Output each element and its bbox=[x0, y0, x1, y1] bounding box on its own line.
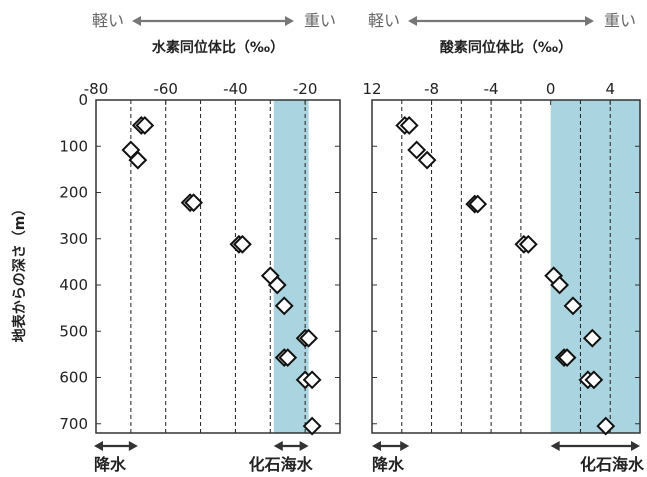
panel2-data-point bbox=[563, 296, 583, 316]
y-tick-label: 500 bbox=[59, 322, 88, 340]
panel1-data-point bbox=[302, 416, 322, 436]
panel2-header-left: 軽い bbox=[368, 11, 400, 30]
panel2-data-point bbox=[582, 328, 602, 348]
panel1-data-point bbox=[128, 150, 148, 170]
panel1-seawater-arrow bbox=[273, 441, 309, 451]
panel1-data-point bbox=[274, 296, 294, 316]
panel2-title: 酸素同位体比（‰） bbox=[440, 39, 572, 56]
panel2-seawater-arrow bbox=[550, 441, 640, 451]
panel1-header-left: 軽い bbox=[92, 11, 124, 30]
panel2-x-tick-label: 4 bbox=[605, 80, 615, 98]
panel1-data-point bbox=[232, 234, 252, 254]
panel-1: -80 -60 -40 -20 0 100 200 300 400 500 600 700 水素同位体比… bbox=[59, 11, 341, 474]
panel2-data-point bbox=[468, 194, 488, 214]
panel2-data-point bbox=[596, 416, 616, 436]
panel2-data-point bbox=[417, 150, 437, 170]
panel2-precip-label: 降水 bbox=[372, 455, 405, 474]
panel1-data-point bbox=[278, 348, 298, 368]
panel1-x-tick-label: -60 bbox=[153, 80, 178, 98]
panel2-data-point bbox=[399, 116, 419, 135]
panel2-header-right: 重い bbox=[604, 11, 636, 30]
y-axis-label: 地表からの深さ（m） bbox=[11, 202, 28, 343]
panel2-header-arrow-head-left bbox=[408, 16, 417, 26]
panel1-precip-label: 降水 bbox=[94, 455, 127, 474]
panel1-precip-arrow-head-right bbox=[128, 441, 138, 451]
panel2-seawater-arrow-head-right bbox=[631, 441, 640, 451]
y-tick-label: 0 bbox=[78, 91, 88, 109]
panel1-title: 水素同位体比（‰） bbox=[152, 39, 284, 56]
y-tick-label: 600 bbox=[59, 369, 88, 387]
panel1-data-point bbox=[184, 193, 204, 213]
panel1-x-tick-label: -20 bbox=[293, 80, 318, 98]
panel2-x-tick-label: 0 bbox=[546, 80, 556, 98]
panel2-x-tick-label: 12 bbox=[362, 80, 381, 98]
panel2-x-tick-label: -8 bbox=[424, 80, 439, 98]
panel2-frame bbox=[371, 99, 641, 434]
panel1-seawater-arrow-head-right bbox=[299, 441, 309, 451]
panel2-precip-arrow bbox=[372, 441, 410, 451]
panel2-precip-arrow-head-left bbox=[372, 441, 381, 451]
panel1-data-point bbox=[135, 116, 155, 135]
panel1-header-arrow-head-right bbox=[285, 16, 294, 26]
panel2-precip-arrow-head-right bbox=[400, 441, 410, 451]
panel1-precip-arrow bbox=[94, 441, 138, 451]
panel1-header-arrow-head-left bbox=[132, 16, 141, 26]
y-tick-label: 200 bbox=[59, 184, 88, 202]
panel1-seawater-arrow-head-left bbox=[273, 441, 283, 451]
y-tick-label: 100 bbox=[59, 137, 88, 155]
panel2-seawater-arrow-head-left bbox=[550, 441, 560, 451]
panel1-x-tick-label: -80 bbox=[84, 80, 109, 98]
panel2-header-arrow-head-right bbox=[585, 16, 594, 26]
panel2-data-point bbox=[407, 140, 427, 160]
panel1-x-tick-label: -40 bbox=[223, 80, 248, 98]
panel1-data-point bbox=[267, 275, 287, 295]
panel1-seawater-label: 化石海水 bbox=[249, 455, 314, 474]
panel1-frame bbox=[95, 99, 341, 434]
panel2-data-point bbox=[550, 275, 570, 295]
panel2-data-point bbox=[557, 348, 577, 368]
y-tick-label: 700 bbox=[59, 415, 88, 433]
y-tick-label: 400 bbox=[59, 276, 88, 294]
panel1-header-arrow bbox=[132, 16, 294, 26]
panel2-x-tick-label: -4 bbox=[484, 80, 499, 98]
panel1-data-point bbox=[299, 328, 319, 348]
panel1-header-right: 重い bbox=[304, 11, 336, 30]
y-tick-label: 300 bbox=[59, 230, 88, 248]
panel1-data-point bbox=[302, 370, 322, 390]
panel1-precip-arrow-head-left bbox=[94, 441, 103, 451]
panel2-header-arrow bbox=[408, 16, 594, 26]
panel2-data-point bbox=[518, 234, 538, 254]
panel2-data-point bbox=[584, 370, 604, 390]
panel2-seawater-label: 化石海水 bbox=[580, 455, 645, 474]
